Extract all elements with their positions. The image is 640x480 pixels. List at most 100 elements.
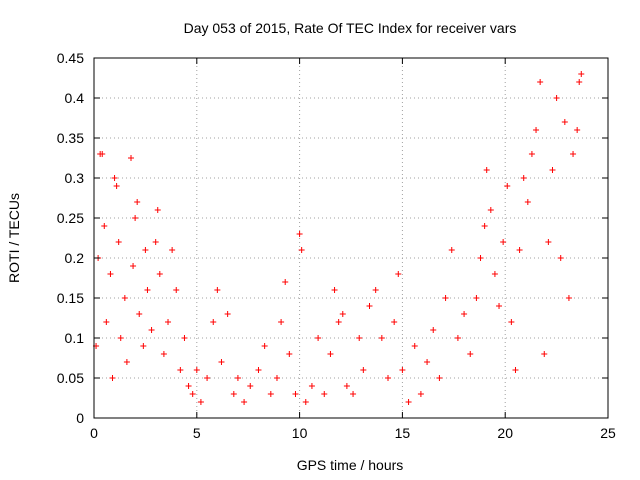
- data-points: [93, 71, 585, 405]
- data-point: [230, 391, 237, 397]
- data-point: [302, 399, 309, 405]
- data-point: [528, 151, 535, 157]
- data-point: [500, 239, 507, 245]
- data-point: [160, 351, 167, 357]
- data-point: [298, 247, 305, 253]
- data-point: [173, 287, 180, 293]
- data-point: [578, 71, 585, 77]
- chart-title: Day 053 of 2015, Rate Of TEC Index for r…: [184, 20, 517, 36]
- data-point: [123, 359, 130, 365]
- data-point: [273, 375, 280, 381]
- data-point: [520, 175, 527, 181]
- data-point: [335, 319, 342, 325]
- data-point: [185, 383, 192, 389]
- data-point: [197, 399, 204, 405]
- data-point: [128, 155, 135, 161]
- data-point: [378, 335, 385, 341]
- data-point: [327, 351, 334, 357]
- y-tick-label: 0.25: [57, 210, 84, 226]
- x-axis-label: GPS time / hours: [297, 457, 404, 473]
- y-tick-label: 0.05: [57, 370, 84, 386]
- data-point: [481, 223, 488, 229]
- data-point: [496, 303, 503, 309]
- data-point: [181, 335, 188, 341]
- data-point: [321, 391, 328, 397]
- data-point: [115, 239, 122, 245]
- data-point: [405, 399, 412, 405]
- data-point: [561, 119, 568, 125]
- data-point: [557, 255, 564, 261]
- y-tick-label: 0.3: [65, 170, 85, 186]
- data-point: [315, 335, 322, 341]
- x-tick-labels: 0 5 10 15 20 25: [90, 425, 616, 441]
- data-point: [234, 375, 241, 381]
- data-point: [241, 399, 248, 405]
- data-point: [512, 367, 519, 373]
- data-point: [103, 319, 110, 325]
- data-point: [366, 303, 373, 309]
- data-point: [436, 375, 443, 381]
- y-tick-label: 0.1: [65, 330, 85, 346]
- data-point: [113, 183, 120, 189]
- data-point: [491, 271, 498, 277]
- data-point: [169, 247, 176, 253]
- data-point: [261, 343, 268, 349]
- data-point: [140, 343, 147, 349]
- data-point: [391, 319, 398, 325]
- data-point: [154, 207, 161, 213]
- data-point: [101, 223, 108, 229]
- data-point: [395, 271, 402, 277]
- data-point: [467, 351, 474, 357]
- data-point: [372, 287, 379, 293]
- data-point: [339, 311, 346, 317]
- x-tick-label: 5: [193, 425, 201, 441]
- data-point: [504, 183, 511, 189]
- data-point: [165, 319, 172, 325]
- data-point: [156, 271, 163, 277]
- data-point: [545, 239, 552, 245]
- y-axis-label: ROTI / TECUs: [6, 193, 22, 283]
- data-point: [144, 287, 151, 293]
- data-point: [442, 295, 449, 301]
- data-point: [214, 287, 221, 293]
- data-point: [473, 295, 480, 301]
- data-point: [99, 151, 106, 157]
- y-tick-label: 0.45: [57, 50, 84, 66]
- data-point: [483, 167, 490, 173]
- data-point: [107, 271, 114, 277]
- data-point: [487, 207, 494, 213]
- data-point: [533, 127, 540, 133]
- data-point: [553, 95, 560, 101]
- data-point: [132, 215, 139, 221]
- data-point: [399, 367, 406, 373]
- data-point: [296, 231, 303, 237]
- data-point: [524, 199, 531, 205]
- data-point: [130, 263, 137, 269]
- data-point: [454, 335, 461, 341]
- data-point: [247, 383, 254, 389]
- data-point: [267, 391, 274, 397]
- y-tick-labels: 0 0.05 0.1 0.15 0.2 0.25 0.3 0.35 0.4 0.45: [57, 50, 84, 426]
- data-point: [278, 319, 285, 325]
- data-point: [210, 319, 217, 325]
- data-point: [576, 79, 583, 85]
- data-point: [541, 351, 548, 357]
- data-point: [282, 279, 289, 285]
- data-point: [516, 247, 523, 253]
- x-tick-label: 10: [292, 425, 308, 441]
- data-point: [360, 367, 367, 373]
- data-point: [570, 151, 577, 157]
- data-point: [193, 367, 200, 373]
- data-point: [308, 383, 315, 389]
- data-point: [121, 295, 128, 301]
- data-point: [343, 383, 350, 389]
- data-point: [152, 239, 159, 245]
- data-point: [218, 359, 225, 365]
- y-tick-label: 0: [76, 410, 84, 426]
- x-tick-label: 0: [90, 425, 98, 441]
- data-point: [292, 391, 299, 397]
- data-point: [574, 127, 581, 133]
- data-point: [424, 359, 431, 365]
- data-point: [411, 343, 418, 349]
